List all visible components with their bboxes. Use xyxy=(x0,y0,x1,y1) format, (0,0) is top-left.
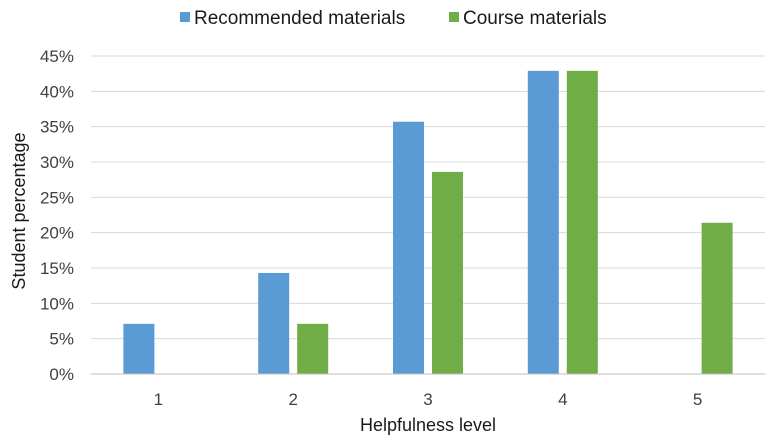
bar-course-materials-2 xyxy=(297,323,329,374)
legend: Recommended materials Course materials xyxy=(180,8,607,29)
bars xyxy=(123,70,733,374)
bar-recommended-materials-3 xyxy=(393,121,424,374)
y-tick-label: 5% xyxy=(49,330,74,349)
y-axis-title: Student percentage xyxy=(9,132,29,289)
y-tick-label: 15% xyxy=(40,259,74,278)
bar-course-materials-5 xyxy=(701,222,733,374)
bar-recommended-materials-2 xyxy=(258,272,290,374)
gridlines xyxy=(91,55,765,340)
y-tick-label: 30% xyxy=(40,153,74,172)
legend-recommended-materials-swatch xyxy=(180,12,190,22)
x-axis-title: Helpfulness level xyxy=(360,415,496,435)
y-tick-label: 35% xyxy=(40,118,74,137)
x-axis-tick-labels: 1 2 3 4 5 xyxy=(154,390,703,409)
y-tick-label: 0% xyxy=(49,365,74,384)
y-tick-label: 20% xyxy=(40,224,74,243)
x-tick-label: 4 xyxy=(558,390,567,409)
y-tick-label: 40% xyxy=(40,82,74,101)
bar-recommended-materials-4 xyxy=(527,70,559,374)
legend-recommended-materials-label: Recommended materials xyxy=(194,8,405,29)
x-tick-label: 5 xyxy=(693,390,702,409)
y-tick-label: 25% xyxy=(40,188,74,207)
x-tick-label: 1 xyxy=(154,390,163,409)
legend-course-materials-label: Course materials xyxy=(463,8,607,29)
bar-recommended-materials-1 xyxy=(123,323,155,374)
x-tick-label: 2 xyxy=(288,390,297,409)
legend-course-materials-swatch xyxy=(449,12,459,22)
y-tick-label: 10% xyxy=(40,294,74,313)
y-axis-tick-labels: 0% 5% 10% 15% 20% 25% 30% 35% 40% 45% xyxy=(40,47,74,384)
bar-course-materials-4 xyxy=(566,70,598,374)
y-tick-label: 45% xyxy=(40,47,74,66)
x-tick-label: 3 xyxy=(423,390,432,409)
bar-course-materials-3 xyxy=(432,171,463,374)
